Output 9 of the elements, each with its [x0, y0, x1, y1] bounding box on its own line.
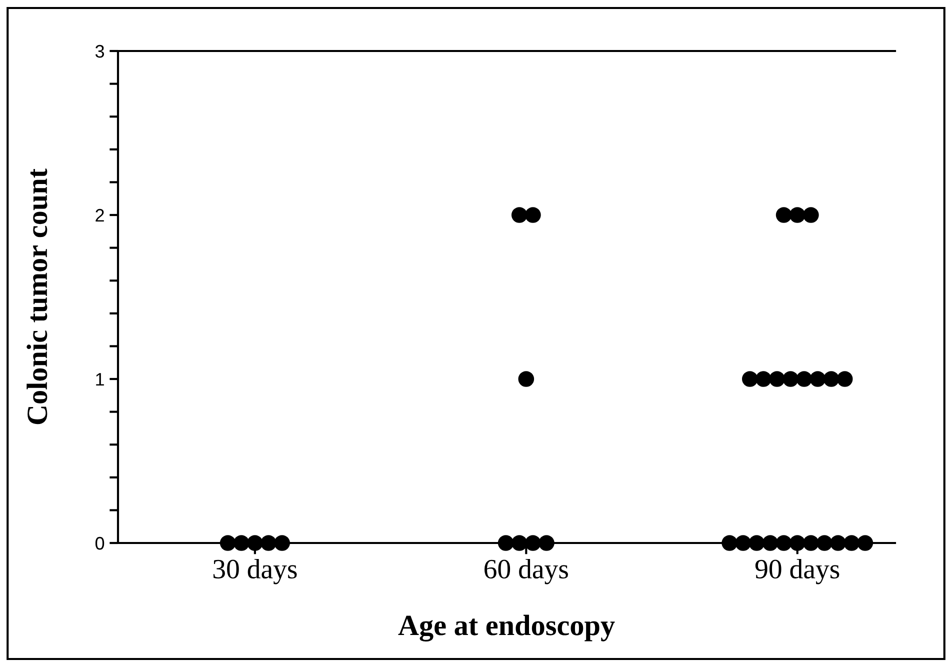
y-tick-label: 1 — [96, 373, 104, 386]
y-axis-title: Colonic tumor count — [26, 168, 48, 424]
x-tick-label: 30 days — [213, 558, 297, 584]
x-axis-title: Age at endoscopy — [398, 614, 615, 642]
y-tick-label: 0 — [95, 536, 104, 550]
x-tick-label: 90 days — [755, 558, 840, 584]
x-tick-label: 60 days — [484, 558, 568, 584]
y-tick-label: 2 — [96, 208, 104, 222]
y-tick-label: 3 — [95, 44, 104, 58]
